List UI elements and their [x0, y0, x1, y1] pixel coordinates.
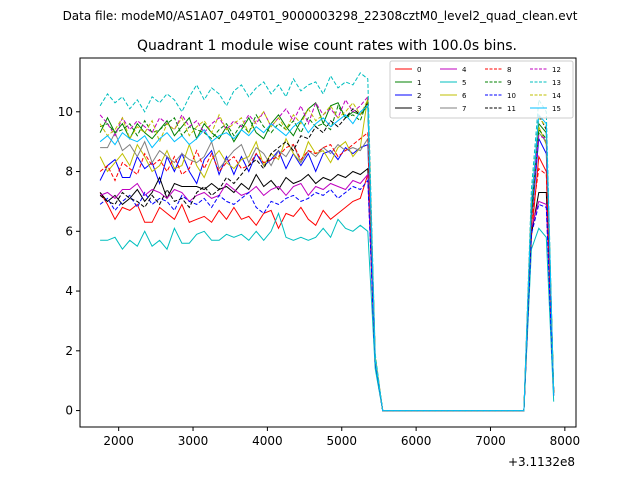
series-line-8 — [99, 131, 555, 412]
x-tick-label: 2000 — [103, 434, 134, 448]
x-tick-label: 6000 — [401, 434, 432, 448]
x-axis: 2000 3000 4000 5000 6000 7000 8000 — [103, 427, 580, 448]
y-axis: 0 2 4 6 8 10 — [58, 105, 80, 418]
legend-label-7: 7 — [462, 105, 466, 113]
y-tick-label: 8 — [65, 165, 73, 179]
x-tick-label: 4000 — [252, 434, 283, 448]
series-line-11 — [99, 101, 555, 412]
y-tick-label: 10 — [58, 105, 73, 119]
legend-label-6: 6 — [462, 92, 467, 100]
plot-area — [99, 72, 555, 412]
y-tick-label: 6 — [65, 224, 73, 238]
legend-label-3: 3 — [417, 105, 421, 113]
legend-label-2: 2 — [417, 92, 421, 100]
legend-box — [389, 60, 574, 119]
chart-title: Quadrant 1 module wise count rates with … — [137, 38, 517, 54]
series-line-4 — [99, 173, 555, 412]
legend-label-9: 9 — [507, 79, 511, 87]
legend-label-12: 12 — [552, 66, 561, 74]
series-line-3 — [99, 167, 555, 412]
legend-label-5: 5 — [462, 79, 466, 87]
legend-label-13: 13 — [552, 79, 561, 87]
series-line-6 — [99, 96, 555, 412]
axes-frame — [79, 57, 577, 428]
series-line-15 — [99, 104, 555, 412]
y-tick-label: 4 — [65, 284, 73, 298]
legend-label-8: 8 — [507, 66, 511, 74]
y-tick-label: 2 — [65, 344, 73, 358]
legend-label-4: 4 — [462, 66, 467, 74]
series-line-12 — [99, 95, 555, 412]
legend-label-10: 10 — [507, 92, 516, 100]
series-line-5 — [100, 211, 555, 412]
x-tick-label: 3000 — [178, 434, 209, 448]
legend-label-0: 0 — [417, 66, 421, 74]
series-line-10 — [99, 179, 555, 412]
y-tick-label: 0 — [65, 404, 73, 418]
legend-label-14: 14 — [552, 92, 561, 100]
series-line-7 — [100, 131, 555, 412]
series-line-14 — [99, 99, 555, 412]
legend-label-15: 15 — [552, 105, 561, 113]
legend-label-11: 11 — [507, 105, 516, 113]
series-line-1 — [99, 101, 555, 412]
figure-suptitle: Data file: modeM0/AS1A07_049T01_90000032… — [63, 9, 578, 23]
x-tick-label: 5000 — [326, 434, 357, 448]
legend-label-1: 1 — [417, 79, 421, 87]
x-tick-label: 7000 — [475, 434, 506, 448]
x-offset-label: +3.1132e8 — [508, 455, 575, 469]
series-line-0 — [99, 154, 555, 412]
x-tick-label: 8000 — [550, 434, 581, 448]
